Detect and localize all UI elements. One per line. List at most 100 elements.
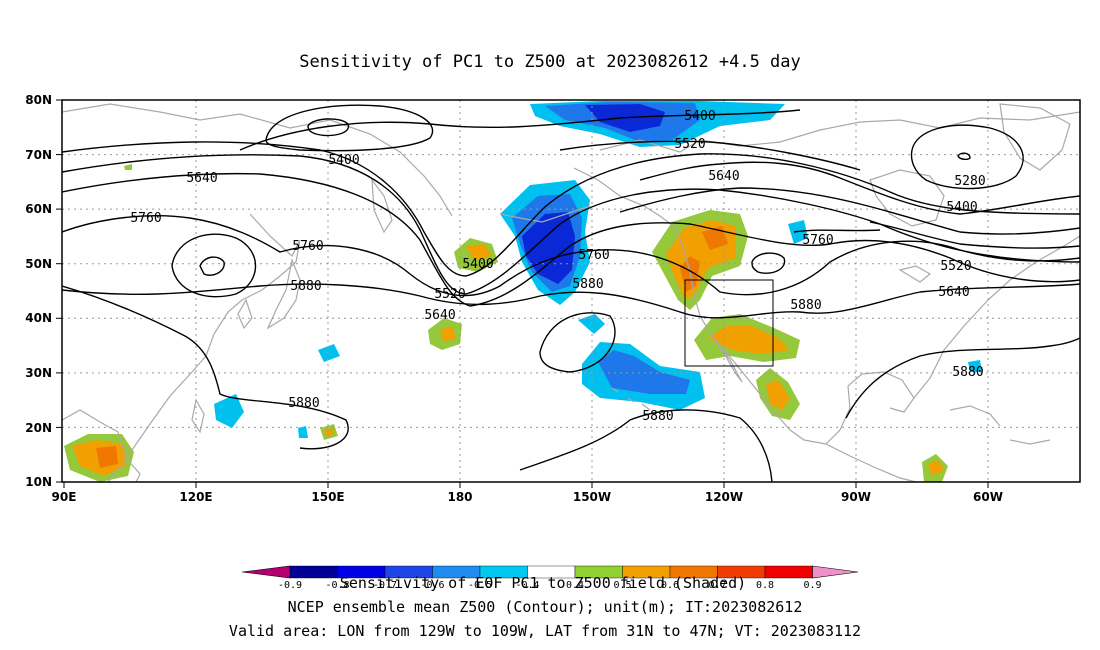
colorbar-tick: -0.5 xyxy=(468,580,492,591)
contour-label-group: 5400 5520 5640 5280 5400 5760 5640 5400 … xyxy=(130,109,985,424)
coast-korea xyxy=(237,298,253,330)
colorbar-tick: -0.9 xyxy=(278,580,302,591)
coast-asia-east xyxy=(107,213,301,482)
coast-caribbean xyxy=(949,405,1051,445)
contour-label: 5520 xyxy=(940,259,971,274)
coast-aleutians xyxy=(499,205,591,223)
lat-label-20n: 20N xyxy=(25,421,52,435)
lon-label-180: 180 xyxy=(447,490,472,504)
lon-label-60w: 60W xyxy=(973,490,1003,504)
shade-subtrop-mid xyxy=(598,350,690,394)
coast-hudson xyxy=(869,169,945,227)
colorbar-tick: 0.8 xyxy=(756,580,774,591)
colorbar-swatch xyxy=(764,565,813,579)
contour-label: 5640 xyxy=(424,308,455,323)
map-panel: 5400 5520 5640 5280 5400 5760 5640 5400 … xyxy=(61,99,1081,483)
contour-label: 5640 xyxy=(186,171,217,186)
contour-5280-low xyxy=(910,124,1024,190)
shade-tiny-green xyxy=(124,164,132,170)
contour-5400-arctic xyxy=(239,109,801,151)
lon-axis: 90E 120E 150E 180 150W 120W 90W 60W xyxy=(52,482,1003,504)
contour-5640 xyxy=(62,172,1080,307)
shade-asia-red xyxy=(96,446,118,468)
caption-line-1: Sensitivity of EOF PC1 to Z500 field (Sh… xyxy=(340,574,746,592)
coast-kamchatka xyxy=(371,178,393,234)
lat-label-30n: 30N xyxy=(25,366,52,380)
coast-baja xyxy=(711,335,743,383)
coast-japan xyxy=(266,257,301,330)
colorbar-tick: 0.7 xyxy=(708,580,726,591)
colorbar-tick: 0.6 xyxy=(661,580,679,591)
colorbar-min-arrow xyxy=(241,565,291,579)
shade-pac-small-orange xyxy=(324,428,334,436)
lon-label-90e: 90E xyxy=(52,490,77,504)
lat-label-80n: 80N xyxy=(25,93,52,107)
contour-5280-inner xyxy=(957,152,971,161)
coast-indochina xyxy=(62,409,141,482)
contour-5880-west xyxy=(62,283,1080,319)
contour-5880-se xyxy=(845,337,1080,419)
contour-5880-low-pac xyxy=(519,409,773,482)
contour-label: 5640 xyxy=(938,285,969,300)
lat-axis: 80N 70N 60N 50N 40N 30N 20N 10N xyxy=(25,93,62,489)
contour-label: 5280 xyxy=(954,174,985,189)
shade-blob-b xyxy=(318,344,340,362)
contour-5760-closed xyxy=(751,252,786,274)
coast-alaska xyxy=(573,167,677,229)
shade-carib-orange xyxy=(928,460,944,476)
coast-philippines xyxy=(191,398,205,434)
colorbar-tick: 0.4 xyxy=(566,580,584,591)
contour-label: 5400 xyxy=(462,257,493,272)
caption-line-3: Valid area: LON from 129W to 109W, LAT f… xyxy=(229,622,861,640)
lon-label-90w: 90W xyxy=(841,490,871,504)
contour-5400 xyxy=(62,141,1080,277)
contour-5880-north xyxy=(869,221,1080,249)
coast-arctic-na xyxy=(599,111,1080,153)
contour-arctic-small xyxy=(307,118,350,137)
colorbar-tick: 0.5 xyxy=(613,580,631,591)
z500-contours xyxy=(62,104,1080,482)
colorbar: -0.9 -0.8 -0.7 -0.6 -0.5 -0.4 0.4 0.5 0.… xyxy=(241,565,859,591)
caption-line-2: NCEP ensemble mean Z500 (Contour); unit(… xyxy=(288,598,803,616)
colorbar-tick: -0.7 xyxy=(373,580,397,591)
shade-mexico-orange xyxy=(766,380,790,410)
coast-hawaii xyxy=(611,387,651,411)
contour-5760-north xyxy=(619,187,1080,235)
contour-5880-east-high xyxy=(539,312,616,373)
contour-label: 5880 xyxy=(642,409,673,424)
contour-label: 5640 xyxy=(708,169,739,184)
colorbar-tick: 0.9 xyxy=(803,580,821,591)
colorbar-tick: -0.6 xyxy=(420,580,444,591)
contour-arctic-big xyxy=(265,104,434,152)
contour-label: 5880 xyxy=(790,298,821,313)
contour-low-asia-mid xyxy=(171,233,257,298)
lat-label-40n: 40N xyxy=(25,311,52,325)
lat-label-70n: 70N xyxy=(25,148,52,162)
contour-label: 5520 xyxy=(434,287,465,302)
colorbar-swatch xyxy=(289,565,338,579)
colorbar-max-arrow xyxy=(812,565,859,579)
contour-label: 5760 xyxy=(130,211,161,226)
colorbar-tick: -0.8 xyxy=(325,580,349,591)
contour-5880-south xyxy=(62,285,349,450)
coast-greenland xyxy=(999,103,1071,171)
contour-label: 5880 xyxy=(288,396,319,411)
contour-label: 5400 xyxy=(684,109,715,124)
lon-label-150w: 150W xyxy=(573,490,611,504)
lat-label-60n: 60N xyxy=(25,202,52,216)
shade-blob-f xyxy=(968,360,982,372)
shade-nwpac-orange xyxy=(466,244,492,260)
lon-label-120w: 120W xyxy=(705,490,743,504)
contour-label: 5520 xyxy=(674,137,705,152)
shade-blob-e xyxy=(298,426,308,438)
contour-label: 5400 xyxy=(946,200,977,215)
contour-5520-arctic xyxy=(559,140,861,171)
contour-label: 5880 xyxy=(572,277,603,292)
shade-pacific-dark xyxy=(522,212,575,284)
shade-nw-america-red2 xyxy=(702,226,728,250)
lat-label-10n: 10N xyxy=(25,475,52,489)
coast-central-america xyxy=(825,443,917,482)
contour-label: 5880 xyxy=(290,279,321,294)
map-frame xyxy=(61,99,1081,483)
